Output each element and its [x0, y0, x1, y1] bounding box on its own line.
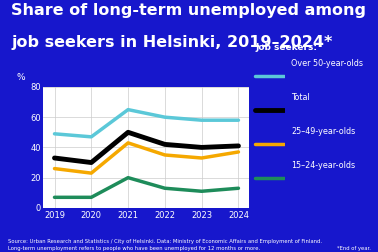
Text: job seekers in Helsinki, 2019–2024*: job seekers in Helsinki, 2019–2024* — [11, 35, 333, 50]
Text: Job seekers:: Job seekers: — [255, 43, 317, 52]
Text: %: % — [17, 73, 25, 82]
Text: Share of long-term unemployed among: Share of long-term unemployed among — [11, 3, 366, 18]
Text: 15–24-year-olds: 15–24-year-olds — [291, 161, 355, 170]
Text: Total: Total — [291, 93, 310, 102]
Text: Source: Urban Research and Statistics / City of Helsinki. Data: Ministry of Econ: Source: Urban Research and Statistics / … — [8, 239, 322, 251]
Text: 25–49-year-olds: 25–49-year-olds — [291, 127, 355, 136]
Text: *End of year.: *End of year. — [336, 246, 370, 251]
Text: Over 50-year-olds: Over 50-year-olds — [291, 59, 363, 68]
